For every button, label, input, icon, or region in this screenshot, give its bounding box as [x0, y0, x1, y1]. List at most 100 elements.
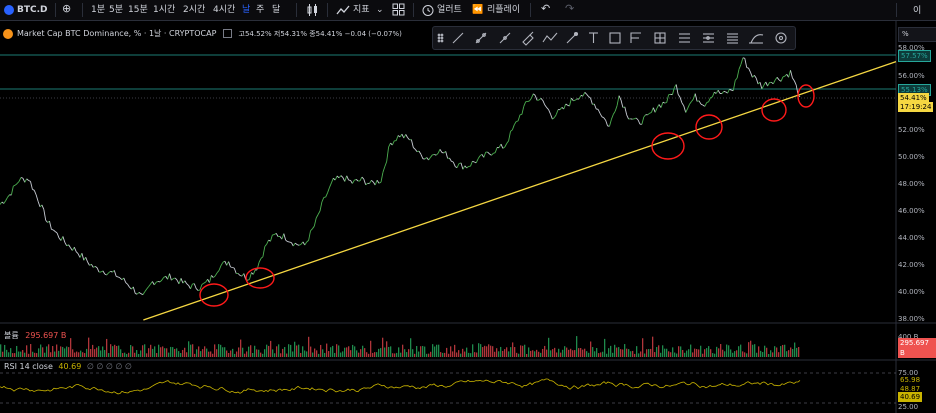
trendline[interactable]	[143, 60, 897, 321]
price-segment	[304, 241, 308, 246]
volume-bar	[100, 350, 102, 357]
price-segment	[489, 153, 492, 156]
chart-type-icon[interactable]	[305, 3, 319, 17]
volume-bar	[596, 348, 598, 357]
pen-tool-icon[interactable]	[522, 31, 534, 46]
volume-bar	[158, 344, 160, 357]
price-segment	[437, 149, 441, 154]
interval-1m[interactable]: 1분	[91, 5, 106, 15]
symbol-label[interactable]: BTC.D	[17, 5, 48, 15]
volume-bar	[276, 346, 278, 357]
volume-bar	[254, 345, 256, 357]
volume-bar	[278, 344, 280, 357]
volume-bar	[752, 344, 754, 357]
legend-title[interactable]: Market Cap BTC Dominance, % · 1날 · CRYPT…	[17, 29, 217, 38]
price-segment	[51, 228, 54, 231]
volume-bar	[786, 351, 788, 357]
price-segment	[384, 161, 388, 167]
replay-button[interactable]: 리플레이	[487, 5, 521, 15]
price-segment	[511, 124, 515, 130]
alert-button[interactable]: 얼러트	[437, 5, 462, 15]
undo-icon[interactable]: ↶	[541, 2, 551, 15]
interval-1h[interactable]: 1시간	[153, 5, 176, 15]
volume-bar	[708, 346, 710, 357]
price-segment	[350, 180, 353, 184]
volume-bar	[706, 348, 708, 357]
price-segment	[140, 293, 144, 296]
replay-icon[interactable]: ⏪	[472, 5, 484, 15]
measure-tool-icon[interactable]	[566, 31, 579, 44]
volume-bar	[354, 346, 356, 357]
templates-icon[interactable]	[392, 3, 405, 17]
volume-bar	[530, 350, 532, 357]
indicators-icon[interactable]	[336, 3, 350, 17]
price-segment	[500, 143, 504, 149]
text-tool-icon[interactable]	[589, 32, 598, 43]
volume-bar	[4, 344, 6, 357]
price-segment	[56, 232, 60, 239]
volume-bar	[92, 344, 94, 357]
interval-2h[interactable]: 2시간	[183, 5, 206, 15]
price-segment	[395, 135, 399, 141]
curve-tool-icon[interactable]	[749, 34, 764, 44]
volume-bar	[78, 352, 80, 357]
volume-bar	[256, 349, 258, 357]
settings-circle-icon[interactable]	[775, 32, 787, 44]
legend-settings-icon[interactable]	[222, 29, 232, 38]
volume-bar	[202, 349, 204, 357]
price-search-input[interactable]: %	[898, 27, 936, 42]
drag-handle-icon[interactable]	[437, 33, 444, 43]
price-segment	[89, 263, 92, 266]
interval-1d[interactable]: 날	[242, 5, 251, 15]
alert-icon[interactable]	[421, 3, 435, 17]
price-segment	[681, 102, 685, 107]
volume-bar	[304, 350, 306, 357]
candles-icon	[307, 4, 317, 16]
price-segment	[93, 266, 96, 268]
price-segment	[578, 95, 582, 100]
volume-bar	[754, 344, 756, 357]
rsi-label[interactable]: RSI 14 close	[4, 362, 53, 371]
fib-tool-icon[interactable]	[630, 32, 641, 43]
price-segment	[498, 143, 502, 148]
grid-tool-icon[interactable]	[654, 32, 666, 44]
trend-line-tool-icon[interactable]	[452, 32, 464, 44]
price-segment	[18, 177, 22, 182]
long-position-icon[interactable]	[679, 33, 690, 43]
rsi-line	[0, 378, 801, 395]
projection-icon[interactable]	[703, 33, 714, 43]
redo-icon[interactable]: ↷	[565, 2, 575, 15]
volume-bar	[112, 346, 114, 357]
price-segment	[184, 280, 188, 284]
price-segment	[647, 112, 650, 116]
volume-bar	[700, 345, 702, 357]
rectangle-tool-icon[interactable]	[609, 32, 621, 44]
interval-5m[interactable]: 5분	[109, 5, 124, 15]
interval-1w[interactable]: 주	[256, 5, 265, 15]
interval-1mo[interactable]: 달	[272, 5, 281, 15]
divider	[55, 3, 56, 17]
symbol-search-icon[interactable]	[4, 5, 14, 15]
volume-bar	[796, 347, 798, 357]
indicators-button[interactable]: 지표	[353, 5, 370, 15]
volume-label[interactable]: 볼륨	[4, 331, 19, 340]
edge-label[interactable]: 이	[913, 6, 922, 16]
pitchfork-icon[interactable]	[727, 33, 738, 44]
add-symbol-icon[interactable]: ⊕	[62, 2, 72, 15]
indicators-dropdown-icon[interactable]: ⌄	[376, 5, 384, 15]
volume-bar	[356, 350, 358, 357]
volume-bar	[782, 344, 784, 357]
interval-4h[interactable]: 4시간	[213, 5, 236, 15]
polyline-tool-icon[interactable]	[542, 32, 558, 43]
volume-bar	[80, 350, 82, 357]
extended-line-tool-icon[interactable]	[499, 32, 511, 44]
ray-tool-icon[interactable]	[475, 32, 487, 44]
volume-bar	[468, 352, 470, 357]
price-segment	[281, 233, 285, 240]
price-segment	[108, 270, 111, 274]
price-segment	[327, 187, 330, 193]
price-segment	[116, 275, 119, 278]
volume-bar	[196, 349, 198, 357]
interval-15m[interactable]: 15분	[128, 5, 148, 15]
